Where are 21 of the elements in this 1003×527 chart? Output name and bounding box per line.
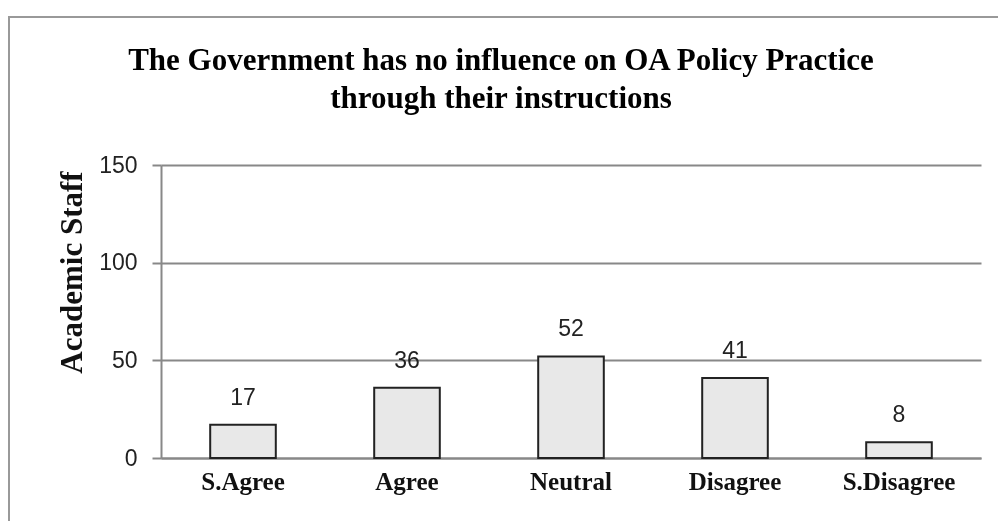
y-axis-title: Academic Staff	[54, 170, 90, 374]
data-label: 17	[230, 383, 256, 410]
y-tick-label: 0	[124, 444, 138, 471]
bar	[865, 441, 933, 459]
chart-title: The Government has no influence on OA Policy Practice through their instructions	[128, 42, 874, 115]
bar	[537, 355, 605, 459]
y-tick-label: 150	[99, 151, 138, 178]
x-tick-label: S.Agree	[201, 467, 285, 495]
x-tick-label: Neutral	[530, 467, 613, 495]
data-label: 41	[722, 336, 748, 363]
x-tick-label: Disagree	[688, 467, 782, 495]
x-tick-label: Agree	[375, 467, 439, 495]
bar	[373, 386, 441, 459]
x-tick-label: S.Disagree	[842, 467, 956, 495]
y-tick-label: 100	[99, 249, 138, 276]
bar	[701, 376, 769, 459]
y-tick-label: 50	[111, 346, 138, 373]
data-label: 52	[558, 315, 584, 342]
bar	[209, 423, 277, 459]
data-label: 8	[892, 401, 906, 428]
data-label: 36	[394, 346, 420, 373]
